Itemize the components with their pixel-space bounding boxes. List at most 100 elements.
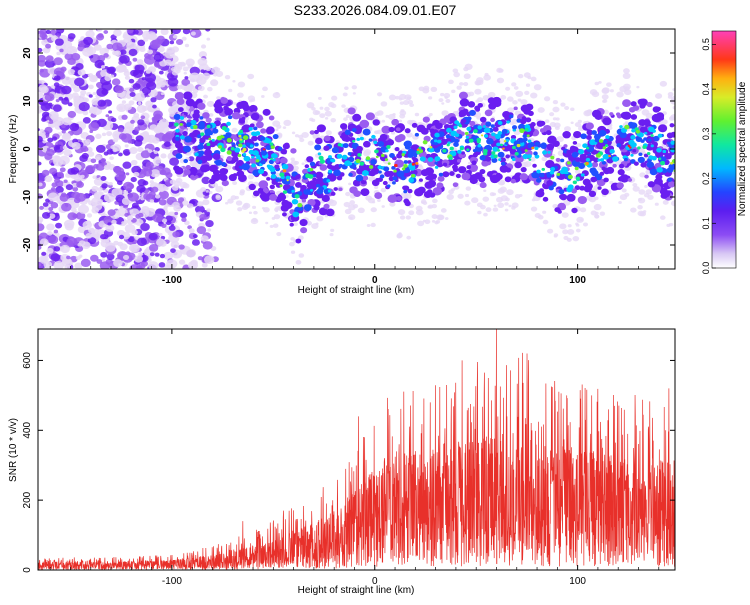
y-tick-label: 400	[22, 422, 33, 439]
noise-blob	[188, 228, 195, 234]
band-blob-blue	[284, 179, 291, 185]
haze-blob	[345, 114, 350, 119]
haze-blob	[239, 191, 245, 196]
band-blob-purple	[417, 186, 426, 194]
band-blob-green	[239, 129, 244, 134]
noise-blob	[53, 261, 64, 269]
band-blob-cyan	[477, 125, 483, 130]
haze-blob	[424, 219, 431, 225]
band-blob-cyan	[292, 211, 300, 218]
haze-blob	[261, 207, 265, 210]
band-blob-blue	[578, 162, 586, 169]
noise-blob	[93, 177, 104, 186]
noise-blob	[75, 255, 81, 260]
noise-blob	[153, 150, 158, 154]
noise-blob	[59, 167, 66, 173]
noise-blob	[82, 117, 91, 124]
band-blob-green	[308, 174, 314, 179]
band-blob-purple	[209, 164, 218, 173]
band-blob-purple	[242, 104, 251, 112]
band-blob-purple	[359, 119, 370, 129]
band-blob-purple	[545, 130, 552, 136]
noise-blob	[129, 264, 140, 269]
band-blob-blue	[420, 127, 429, 135]
band-blob-cyan	[371, 134, 376, 139]
noise-blob	[117, 127, 124, 133]
haze-blob	[512, 100, 518, 105]
noise-blob	[148, 191, 156, 197]
noise-blob	[110, 74, 115, 78]
haze-blob	[366, 224, 371, 227]
noise-blob	[100, 176, 107, 182]
haze-blob	[250, 218, 259, 225]
band-blob-green	[226, 137, 233, 143]
band-blob-blue	[558, 189, 565, 195]
colorbar-gradient	[712, 31, 736, 268]
band-blob-green	[365, 156, 371, 161]
haze-blob	[440, 92, 445, 97]
band-blob-cyan	[377, 165, 382, 170]
band-blob-blue	[407, 160, 412, 164]
haze-blob	[672, 88, 675, 91]
haze-blob	[637, 210, 645, 217]
haze-blob	[541, 156, 548, 162]
band-blob-cyan	[511, 125, 518, 130]
haze-blob	[638, 189, 646, 195]
noise-blob	[61, 133, 72, 142]
noise-blob	[122, 33, 130, 40]
noise-blob	[134, 255, 144, 263]
noise-blob	[44, 126, 53, 134]
band-blob-green	[637, 146, 641, 150]
band-blob-purple	[300, 227, 308, 234]
haze-blob	[465, 186, 472, 191]
noise-blob	[169, 157, 180, 166]
haze-blob	[530, 92, 538, 99]
noise-blob	[145, 31, 157, 40]
noise-blob	[201, 176, 211, 185]
noise-blob	[158, 81, 166, 88]
noise-blob	[38, 47, 43, 53]
noise-blob	[48, 206, 54, 212]
noise-blob	[41, 117, 47, 122]
band-blob-blue	[643, 119, 651, 127]
haze-blob	[405, 215, 411, 220]
band-blob-cyan	[434, 132, 440, 138]
band-blob-blue	[303, 204, 312, 211]
band-blob-green	[511, 145, 516, 150]
noise-blob	[152, 104, 157, 109]
band-blob-green	[658, 157, 662, 161]
spectrogram-xlabel: Height of straight line (km)	[298, 285, 415, 296]
noise-blob	[88, 200, 95, 206]
noise-blob	[133, 70, 139, 76]
haze-blob	[544, 119, 550, 123]
noise-blob	[205, 29, 211, 32]
band-blob-purple	[322, 196, 328, 202]
band-blob-cyan	[242, 153, 247, 156]
haze-blob	[317, 96, 322, 100]
band-blob-green	[218, 145, 223, 149]
band-blob-green	[524, 149, 528, 152]
noise-blob	[147, 261, 159, 269]
noise-blob	[95, 133, 102, 140]
band-blob-blue	[438, 172, 444, 177]
band-blob-green	[375, 155, 379, 159]
haze-blob	[406, 235, 412, 240]
noise-blob	[122, 161, 132, 169]
haze-blob	[464, 193, 470, 198]
noise-blob	[158, 232, 163, 237]
y-tick-label: 10	[22, 95, 33, 107]
haze-blob	[582, 222, 589, 227]
haze-blob	[574, 122, 582, 128]
band-blob-green	[238, 143, 243, 148]
noise-blob	[103, 164, 111, 170]
noise-blob	[101, 89, 109, 95]
haze-blob	[547, 228, 554, 234]
noise-blob	[136, 237, 147, 247]
haze-blob	[431, 214, 438, 220]
band-blob-purple	[214, 103, 219, 108]
band-blob-cyan	[623, 157, 628, 162]
band-blob-green	[401, 167, 406, 171]
haze-blob	[170, 66, 177, 72]
noise-blob	[103, 192, 116, 203]
